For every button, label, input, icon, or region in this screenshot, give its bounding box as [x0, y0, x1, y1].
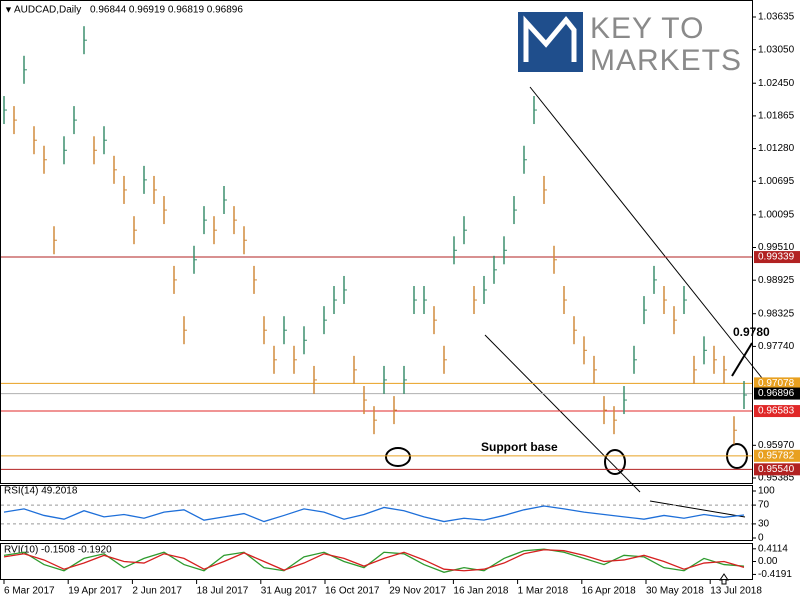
x-tick-label: 2 Jun 2017	[132, 586, 182, 597]
price-tag-label: 0.99339	[758, 252, 795, 263]
price-tag	[754, 463, 800, 476]
y-tick-label: 1.01280	[758, 143, 795, 154]
annotation: 0.9780	[733, 325, 770, 339]
y-tick-label: 0.98925	[758, 275, 795, 286]
price-tag-label: 0.95540	[758, 464, 795, 475]
y-tick-label: 0.97740	[758, 341, 795, 352]
y-tick-label: 0.99510	[758, 242, 795, 253]
x-tick-label: 19 Apr 2017	[68, 586, 122, 597]
y-tick-label: 30	[758, 519, 770, 530]
support-marker	[604, 449, 626, 475]
y-tick-label: 70	[758, 500, 770, 511]
y-tick-label: 0.98325	[758, 308, 795, 319]
price-tag	[754, 449, 800, 462]
main-panel	[0, 0, 753, 484]
y-tick-label: 1.00695	[758, 176, 795, 187]
x-tick-label: 13 Jul 2018	[710, 586, 762, 597]
logo-text: MARKETS	[590, 44, 742, 77]
x-tick-label: 31 Aug 2017	[261, 586, 318, 597]
price-tag-label: 0.95782	[758, 450, 795, 461]
x-tick-label: 16 Oct 2017	[325, 586, 380, 597]
y-tick-label: 1.00095	[758, 209, 795, 220]
y-tick-label: 1.02450	[758, 78, 795, 89]
price-tag	[754, 251, 800, 264]
y-tick-label: 0	[758, 533, 764, 544]
y-tick-label: 0.95970	[758, 440, 795, 451]
price-tag-label: 0.97078	[758, 378, 795, 389]
x-tick-label: 16 Apr 2018	[582, 586, 636, 597]
indicator-line	[3, 548, 745, 573]
indicator-line	[3, 549, 745, 572]
logo-text: KEY TO	[590, 12, 704, 45]
y-tick-label: -0.4191	[758, 569, 792, 580]
y-tick-label: 0.95385	[758, 473, 795, 484]
y-tick-label: 1.03050	[758, 44, 795, 55]
y-tick-label: 1.03635	[758, 12, 795, 23]
x-tick-label: 16 Jan 2018	[453, 586, 508, 597]
y-tick-label: 0.00	[758, 556, 778, 567]
y-tick-label: 100	[758, 486, 775, 497]
chart-title: AUDCAD,Daily	[14, 5, 81, 16]
x-tick-label: 30 May 2018	[646, 586, 704, 597]
panel-title: RSI(14) 49.2018	[4, 486, 78, 497]
price-tag	[754, 387, 800, 400]
support-marker	[385, 447, 411, 467]
arrow-icon	[719, 573, 729, 585]
price-tag	[754, 405, 800, 418]
header-arrow: ▼	[4, 4, 13, 14]
price-tag-label: 0.96583	[758, 406, 795, 417]
logo-icon	[523, 15, 577, 62]
rsi-trend-line	[649, 500, 746, 518]
y-tick-label: 1.01865	[758, 111, 795, 122]
price-tag	[754, 377, 800, 390]
x-tick-label: 1 Mar 2018	[518, 586, 569, 597]
x-tick-label: 29 Nov 2017	[389, 586, 446, 597]
price-tag-label: 0.96896	[758, 388, 795, 399]
chart-subtitle: 0.96844 0.96919 0.96819 0.96896	[90, 5, 243, 16]
trend-line	[529, 86, 763, 379]
rsi-panel	[0, 485, 753, 541]
y-tick-label: 0.4114	[758, 543, 788, 554]
panel-title: RVI(10) -0.1508 -0.1920	[4, 545, 112, 556]
arrow-line	[731, 342, 753, 377]
x-tick-label: 6 Mar 2017	[4, 586, 55, 597]
annotation: Support base	[481, 440, 558, 454]
x-tick-label: 18 Jul 2017	[197, 586, 249, 597]
trend-line	[484, 334, 641, 493]
indicator-line	[3, 505, 745, 523]
